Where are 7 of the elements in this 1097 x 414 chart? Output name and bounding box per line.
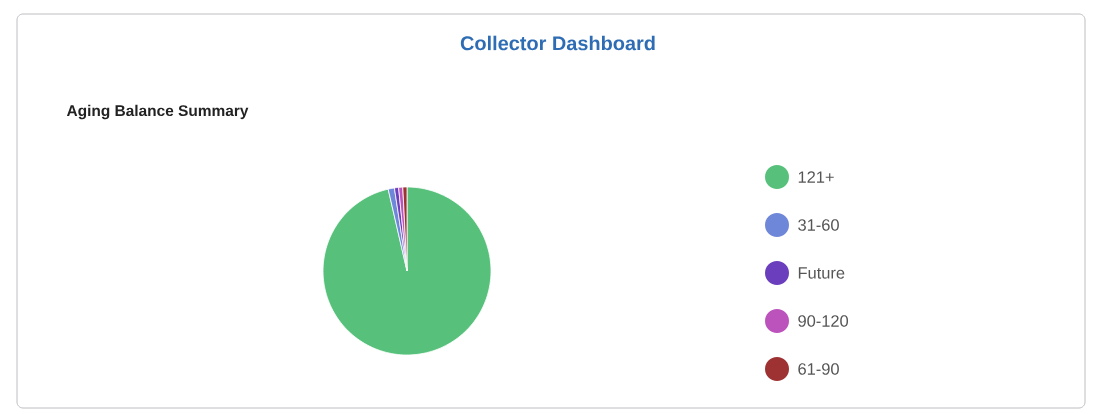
chart-title: Collector Dashboard: [460, 35, 655, 51]
legend-label: Future: [798, 267, 845, 279]
legend-label: 61-90: [798, 363, 839, 375]
legend-label: 121+: [798, 171, 834, 183]
text: Aging Balance Summary: [66, 104, 249, 120]
legend-label: 90-120: [798, 315, 849, 327]
legend-label: 31-60: [798, 219, 839, 231]
